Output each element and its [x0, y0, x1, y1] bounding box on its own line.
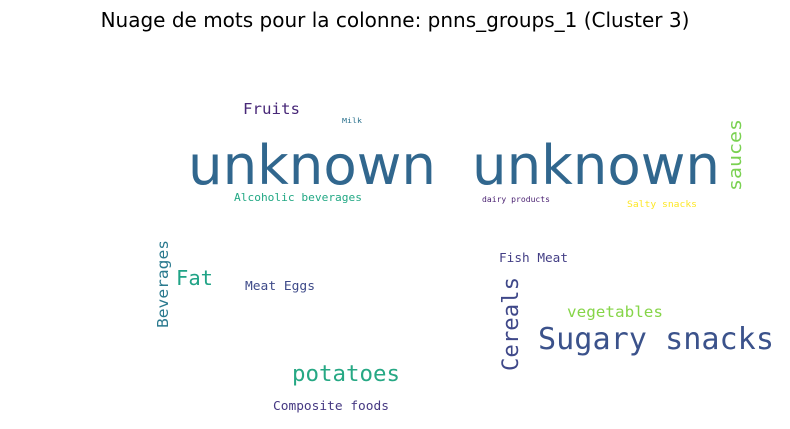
word-dairy-products: dairy products — [482, 195, 550, 204]
word-composite-foods: Composite foods — [273, 399, 389, 413]
word-milk: Milk — [342, 117, 363, 125]
word-alcoholic-beverages: Alcoholic beverages — [234, 192, 362, 204]
word-fruits: Fruits — [243, 100, 300, 118]
word-cereals: Cereals — [499, 277, 524, 371]
word-vegetables: vegetables — [567, 303, 663, 321]
word-sauces: sauces — [725, 119, 746, 191]
word-fish-meat: Fish Meat — [499, 251, 568, 265]
word-sugary-snacks: Sugary snacks — [538, 322, 774, 357]
word-salty-snacks: Salty snacks — [627, 200, 697, 210]
word-meat-eggs: Meat Eggs — [245, 279, 315, 293]
word-beverages: Beverages — [154, 240, 172, 328]
chart-title: Nuage de mots pour la colonne: pnns_grou… — [100, 8, 690, 32]
word-unknown: unknown — [188, 134, 436, 197]
word-fat: Fat — [176, 266, 213, 290]
word-potatoes: potatoes — [292, 362, 400, 387]
word-unknown: unknown — [472, 134, 720, 197]
